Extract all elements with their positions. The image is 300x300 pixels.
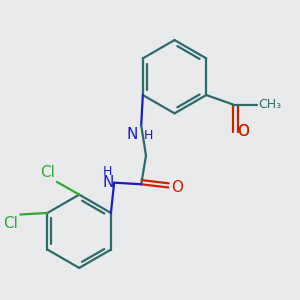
Text: O: O: [237, 124, 249, 139]
Text: H: H: [144, 129, 153, 142]
Text: N: N: [103, 175, 114, 190]
Text: Cl: Cl: [4, 216, 19, 231]
Text: O: O: [237, 124, 249, 139]
Text: CH₃: CH₃: [259, 98, 282, 111]
Text: Cl: Cl: [40, 165, 55, 180]
Text: O: O: [259, 96, 271, 111]
Text: N: N: [127, 127, 138, 142]
Text: O: O: [171, 180, 183, 195]
Text: H: H: [103, 165, 112, 178]
